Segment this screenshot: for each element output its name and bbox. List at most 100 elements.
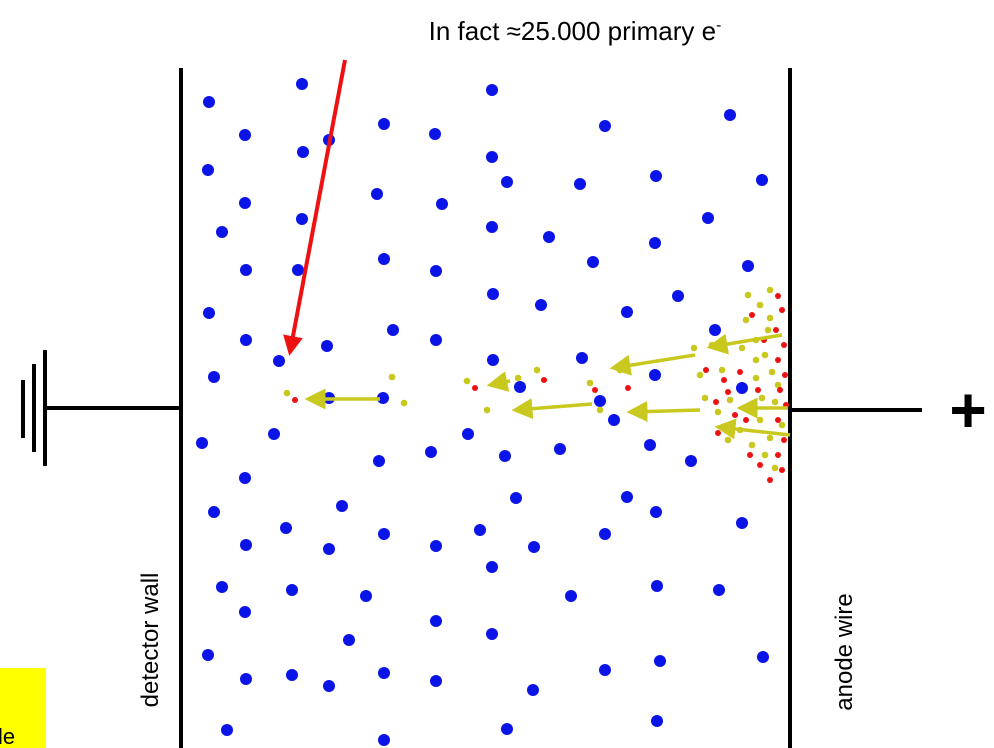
electron <box>768 368 776 376</box>
ion <box>594 395 606 407</box>
ion <box>736 382 748 394</box>
ion <box>621 306 633 318</box>
ion <box>430 615 442 627</box>
ion <box>462 428 474 440</box>
arrow <box>511 398 593 420</box>
ion-pair <box>775 293 781 299</box>
ion-pair <box>755 387 761 393</box>
arrow <box>609 353 696 376</box>
ion <box>713 584 725 596</box>
ion <box>527 684 539 696</box>
ion <box>565 590 577 602</box>
ion <box>203 307 215 319</box>
ion <box>429 128 441 140</box>
electron <box>748 441 756 449</box>
electron <box>514 374 522 382</box>
electron <box>771 398 779 406</box>
ion <box>378 734 390 746</box>
ion-pair <box>592 387 598 393</box>
ion <box>486 151 498 163</box>
ion-pair <box>781 437 787 443</box>
ion <box>296 78 308 90</box>
ion <box>486 84 498 96</box>
ion <box>650 170 662 182</box>
ion-dots <box>196 78 789 746</box>
ion <box>501 723 513 735</box>
ion <box>574 178 586 190</box>
electron <box>586 379 594 387</box>
ion <box>208 371 220 383</box>
electron <box>761 351 769 359</box>
electron <box>771 464 779 472</box>
ion-pair <box>777 387 783 393</box>
ion <box>221 724 233 736</box>
ion-pair <box>775 357 781 363</box>
ion-pair <box>773 327 779 333</box>
ion <box>543 231 555 243</box>
ion-pair <box>625 385 631 391</box>
ion <box>436 198 448 210</box>
ion <box>430 334 442 346</box>
ion <box>240 264 252 276</box>
ion-pair <box>732 412 738 418</box>
ion <box>599 120 611 132</box>
electron <box>388 373 396 381</box>
ion <box>649 237 661 249</box>
ion <box>486 628 498 640</box>
ion <box>736 517 748 529</box>
ion-pair <box>779 467 785 473</box>
ion-pair <box>721 377 727 383</box>
ion-pair <box>713 399 719 405</box>
ion <box>756 174 768 186</box>
ion-pair <box>767 477 773 483</box>
ion <box>378 118 390 130</box>
ion <box>430 265 442 277</box>
electron <box>738 344 746 352</box>
ion <box>268 428 280 440</box>
ion <box>240 539 252 551</box>
ion <box>292 264 304 276</box>
ion <box>239 129 251 141</box>
corner-text: le <box>0 724 15 748</box>
ion <box>650 506 662 518</box>
ion-pair <box>747 452 753 458</box>
electron <box>742 316 750 324</box>
ion <box>273 355 285 367</box>
highlight-box <box>0 668 46 748</box>
wire-label: anode wire <box>831 593 858 710</box>
ion <box>430 675 442 687</box>
electron <box>483 406 491 414</box>
ion <box>487 288 499 300</box>
ion <box>487 354 499 366</box>
ion <box>216 581 228 593</box>
ion <box>486 221 498 233</box>
ion <box>757 651 769 663</box>
electron <box>718 366 726 374</box>
electron <box>766 314 774 322</box>
plus-sign: + <box>949 374 986 446</box>
electron <box>696 371 704 379</box>
ion <box>296 213 308 225</box>
electron <box>724 436 732 444</box>
ion-pair <box>779 307 785 313</box>
ion <box>203 96 215 108</box>
ion <box>321 340 333 352</box>
ion <box>742 260 754 272</box>
ion-pair <box>292 397 298 403</box>
lines <box>21 68 922 748</box>
ion <box>528 541 540 553</box>
ion <box>286 669 298 681</box>
electron <box>764 326 772 334</box>
electron <box>766 434 774 442</box>
ion <box>649 369 661 381</box>
ion <box>576 352 588 364</box>
ion-pair <box>725 389 731 395</box>
ion <box>599 528 611 540</box>
ion <box>685 455 697 467</box>
ion <box>554 443 566 455</box>
ion <box>378 667 390 679</box>
ion <box>702 212 714 224</box>
electron <box>744 291 752 299</box>
electron <box>774 381 782 389</box>
ion <box>621 491 633 503</box>
